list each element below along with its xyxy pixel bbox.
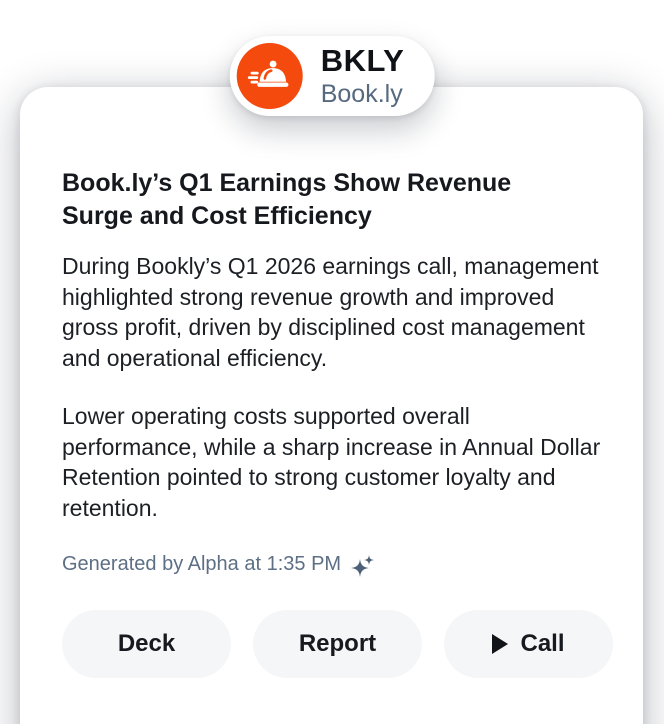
company-name: Book.ly bbox=[320, 79, 403, 108]
report-button[interactable]: Report bbox=[253, 609, 422, 678]
company-badge[interactable]: BKLY Book.ly bbox=[229, 36, 435, 116]
call-button-label: Call bbox=[520, 629, 565, 657]
article-paragraph-2: Lower operating costs supported overall … bbox=[62, 403, 601, 522]
call-button[interactable]: Call bbox=[444, 609, 613, 678]
earnings-summary-card: Book.ly’s Q1 Earnings Show Revenue Surge… bbox=[20, 87, 643, 724]
action-button-row: Deck Report Call bbox=[62, 609, 613, 678]
delivery-cloche-icon bbox=[236, 43, 303, 109]
article-paragraph-1: During Bookly’s Q1 2026 earnings call, m… bbox=[62, 253, 599, 371]
deck-button[interactable]: Deck bbox=[62, 609, 231, 678]
ticker-symbol: BKLY bbox=[320, 42, 405, 78]
sparkles-icon bbox=[351, 554, 375, 577]
deck-button-label: Deck bbox=[117, 629, 176, 657]
article-title: Book.ly’s Q1 Earnings Show Revenue Surge… bbox=[62, 169, 512, 230]
play-icon bbox=[492, 633, 509, 654]
attribution-text: Generated by Alpha at 1:35 PM bbox=[62, 553, 342, 576]
report-button-label: Report bbox=[298, 629, 377, 657]
badge-text: BKLY Book.ly bbox=[320, 42, 405, 109]
generated-attribution: Generated by Alpha at 1:35 PM bbox=[62, 552, 613, 578]
